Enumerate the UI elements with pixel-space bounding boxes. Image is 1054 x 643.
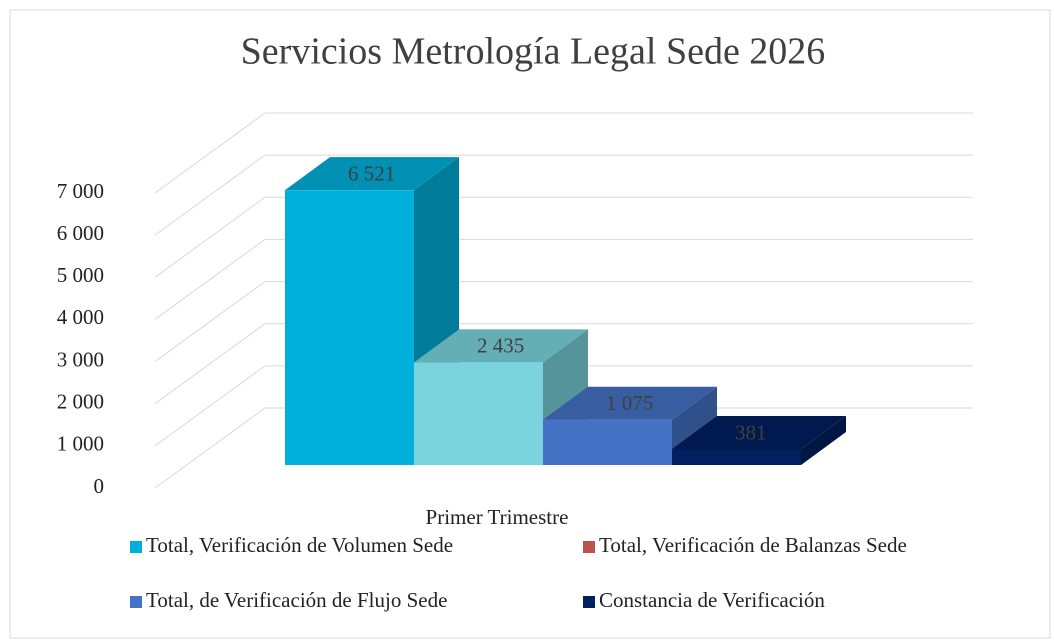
grid-line (154, 238, 973, 320)
data-label: 1 075 (606, 391, 653, 415)
y-tick-label: 0 (94, 474, 105, 498)
data-label: 381 (735, 420, 767, 444)
y-tick-label: 4 000 (57, 305, 104, 329)
y-tick-label: 1 000 (57, 432, 104, 456)
chart-title: Servicios Metrología Legal Sede 2026 (241, 31, 826, 73)
grid-line (154, 154, 973, 236)
bar (285, 190, 414, 465)
legend-label: Total, de Verificación de Flujo Sede (146, 588, 447, 612)
grid-line (154, 407, 973, 489)
data-label: 6 521 (348, 161, 395, 185)
bar-top (543, 386, 717, 420)
bar-top (414, 329, 588, 363)
grid-line (154, 323, 973, 405)
y-tick-label: 5 000 (57, 263, 104, 287)
legend-swatch (130, 541, 142, 553)
legend-label: Constancia de Verificación (599, 588, 825, 612)
grid-line (154, 365, 973, 447)
legend-swatch (583, 541, 595, 553)
y-tick-label: 2 000 (57, 390, 104, 414)
bar (414, 362, 543, 465)
y-tick-label: 6 000 (57, 221, 104, 245)
legend-swatch (583, 596, 595, 608)
grid-line (154, 112, 973, 194)
legend-swatch (130, 596, 142, 608)
bar (672, 448, 801, 465)
bar-top (672, 415, 846, 449)
bar (543, 419, 672, 465)
legend-label: Total, Verificación de Balanzas Sede (599, 533, 907, 557)
x-tick-label: Primer Trimestre (426, 505, 569, 529)
legend-label: Total, Verificación de Volumen Sede (146, 533, 453, 557)
grid-line (154, 196, 973, 278)
bar-top (285, 157, 459, 191)
y-tick-label: 3 000 (57, 347, 104, 371)
bar-side (801, 415, 846, 465)
y-tick-label: 7 000 (57, 179, 104, 203)
grid-line (154, 281, 973, 362)
data-label: 2 435 (477, 334, 524, 358)
